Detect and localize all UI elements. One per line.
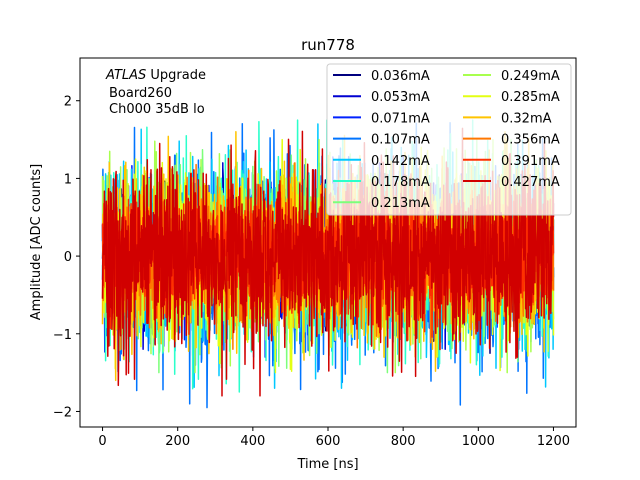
y-tick-label: 1 <box>64 172 72 187</box>
legend-label: 0.071mA <box>371 111 430 126</box>
x-axis: 0 200 400 600 800 1000 1200 <box>98 427 570 449</box>
x-tick-label: 200 <box>165 434 190 449</box>
legend-label: 0.213mA <box>371 196 430 211</box>
y-tick-label: 2 <box>64 95 72 110</box>
y-tick-label: −2 <box>53 405 72 420</box>
legend-label: 0.036mA <box>371 69 430 84</box>
legend-label: 0.107mA <box>371 133 430 148</box>
legend-label: 0.178mA <box>371 175 430 190</box>
chart-title: run778 <box>301 36 355 54</box>
series-group <box>101 119 555 409</box>
legend-label: 0.391mA <box>501 154 560 169</box>
y-axis: −2 −1 0 1 2 <box>53 95 80 420</box>
y-tick-label: 0 <box>64 250 72 265</box>
plot-area <box>79 57 577 428</box>
annotation-atlas: ATLAS <box>105 68 146 83</box>
y-tick-label: −1 <box>53 328 72 343</box>
annotation-line-3: Ch000 35dB lo <box>109 102 205 117</box>
atlas-annotation: ATLAS Upgrade Board260 Ch000 35dB lo <box>105 68 206 117</box>
y-axis-label: Amplitude [ADC counts] <box>29 164 44 320</box>
annotation-line-2: Board260 <box>109 86 172 101</box>
legend: 0.036mA 0.053mA 0.071mA 0.107mA 0.142mA 0.178… <box>326 63 572 216</box>
legend-label: 0.249mA <box>501 69 560 84</box>
x-tick-label: 400 <box>240 434 265 449</box>
x-tick-label: 600 <box>316 434 341 449</box>
legend-label: 0.427mA <box>501 175 560 190</box>
x-tick-label: 1200 <box>537 434 570 449</box>
legend-label: 0.142mA <box>371 154 430 169</box>
annotation-upgrade: Upgrade <box>146 68 206 83</box>
x-axis-label: Time [ns] <box>296 457 358 472</box>
annotation-line-1: ATLAS Upgrade <box>105 68 206 83</box>
legend-box <box>326 63 572 216</box>
x-tick-label: 0 <box>98 434 106 449</box>
legend-label: 0.053mA <box>371 90 430 105</box>
legend-label: 0.32mA <box>501 111 552 126</box>
legend-label: 0.356mA <box>501 133 560 148</box>
x-tick-label: 1000 <box>462 434 495 449</box>
x-tick-label: 800 <box>391 434 416 449</box>
legend-label: 0.285mA <box>501 90 560 105</box>
